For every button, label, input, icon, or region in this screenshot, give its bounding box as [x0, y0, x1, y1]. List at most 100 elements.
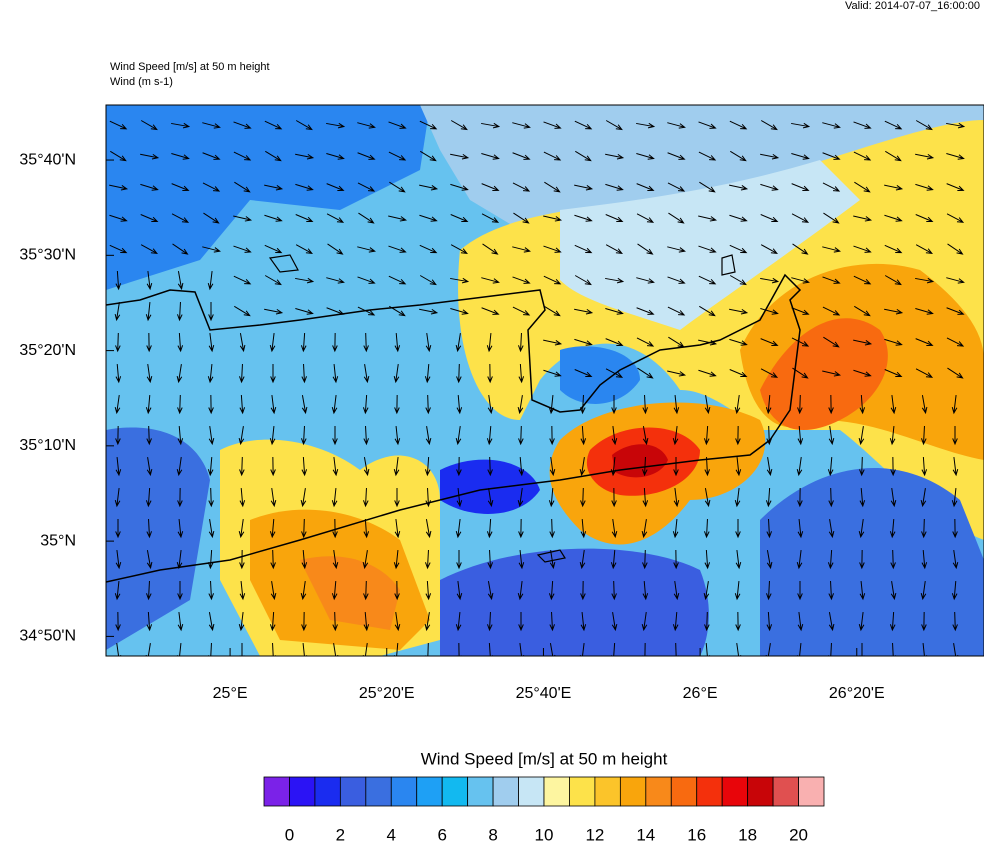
wind-arrow — [326, 213, 345, 223]
wind-arrow — [760, 338, 779, 346]
wind-arrow — [300, 332, 307, 353]
wind-arrow — [672, 518, 679, 539]
wind-arrow — [326, 153, 345, 160]
wind-arrow — [114, 488, 121, 508]
wind-arrow — [765, 394, 772, 415]
wind-arrow — [890, 549, 896, 570]
wind-arrow — [455, 611, 462, 632]
wind-arrow — [208, 426, 215, 446]
wind-arrow — [115, 425, 121, 446]
wind-arrow — [145, 487, 152, 508]
wind-arrow — [884, 214, 903, 222]
wind-arrow — [518, 549, 525, 570]
wind-arrow — [270, 549, 276, 570]
wind-arrow — [580, 425, 587, 446]
wind-arrow — [455, 426, 462, 446]
wind-arrow — [394, 612, 401, 632]
colorbar-tick-label: 4 — [387, 825, 396, 844]
wind-arrow — [734, 488, 741, 508]
wind-arrow — [946, 277, 965, 284]
wind-arrow — [915, 244, 933, 254]
wind-arrow — [419, 214, 438, 222]
wind-arrow — [884, 369, 903, 378]
wind-arrow — [611, 426, 618, 446]
wind-arrow — [425, 394, 431, 415]
wind-arrow — [326, 183, 345, 191]
wind-arrow — [239, 394, 246, 415]
wind-arrow — [332, 457, 339, 477]
wind-arrow — [760, 244, 778, 254]
colorbar-box — [365, 776, 392, 807]
wind-arrow — [698, 275, 717, 285]
wind-arrow — [797, 425, 804, 446]
wind-arrow — [177, 394, 183, 415]
wind-arrow — [456, 642, 462, 656]
wind-arrow — [915, 120, 933, 131]
wind-arrow — [766, 457, 773, 477]
wind-arrow — [363, 425, 369, 446]
wind-arrow — [796, 550, 803, 570]
wind-arrow — [332, 611, 338, 632]
wind-arrow — [419, 275, 437, 286]
wind-arrow — [487, 395, 494, 415]
wind-arrow — [115, 456, 122, 477]
wind-arrow — [140, 244, 158, 254]
wind-arrow — [177, 332, 184, 353]
wind-arrow — [115, 363, 122, 384]
wind-arrow — [450, 277, 470, 284]
wind-arrow — [233, 121, 252, 129]
wind-arrow — [543, 151, 562, 161]
colorbar-box — [594, 776, 621, 807]
wind-arrow — [884, 275, 902, 286]
wind-arrow — [921, 456, 928, 477]
wind-arrow — [729, 338, 748, 346]
wind-arrow — [389, 305, 406, 317]
wind-arrow — [425, 642, 431, 656]
wind-arrow — [482, 243, 499, 255]
wind-arrow — [239, 580, 246, 601]
wind-arrow — [921, 642, 928, 656]
wind-arrow — [828, 642, 834, 656]
wind-arrow — [827, 549, 834, 570]
wind-arrow — [921, 425, 927, 446]
wind-arrow — [146, 332, 152, 353]
wind-arrow — [109, 214, 128, 222]
wind-arrow — [828, 519, 835, 539]
colorbar-box — [518, 776, 545, 807]
wind-arrow — [729, 214, 748, 222]
wind-arrow — [388, 215, 408, 222]
wind-arrow — [487, 456, 493, 477]
wind-arrow — [513, 212, 530, 224]
wind-arrow — [791, 277, 810, 284]
wind-arrow — [481, 213, 500, 223]
wind-arrow — [921, 518, 927, 539]
colorbar-box — [569, 776, 596, 807]
wind-arrow — [548, 580, 555, 601]
colorbar-box — [696, 776, 723, 807]
wind-arrow — [548, 487, 555, 508]
wind-arrow — [858, 519, 865, 539]
wind-arrow — [486, 332, 493, 353]
wind-arrow — [952, 457, 959, 477]
wind-arrow — [704, 642, 711, 656]
island — [536, 549, 566, 563]
colorbar-box — [798, 776, 825, 807]
wind-arrow — [388, 275, 407, 285]
wind-arrow — [543, 275, 562, 285]
wind-arrow — [853, 121, 872, 129]
wind-arrow — [419, 120, 438, 130]
wind-arrow — [760, 153, 780, 160]
wind-arrow — [673, 549, 679, 570]
island — [268, 254, 299, 273]
wind-arrow — [579, 457, 586, 477]
wind-arrow — [456, 487, 463, 508]
wind-arrow — [549, 643, 556, 656]
wind-arrows — [109, 120, 966, 656]
wind-arrow — [110, 150, 127, 162]
wind-arrow — [946, 183, 965, 191]
wind-arrow — [394, 580, 400, 601]
wind-arrow — [548, 394, 555, 415]
wind-arrow — [208, 487, 214, 508]
wind-arrow — [424, 363, 431, 384]
